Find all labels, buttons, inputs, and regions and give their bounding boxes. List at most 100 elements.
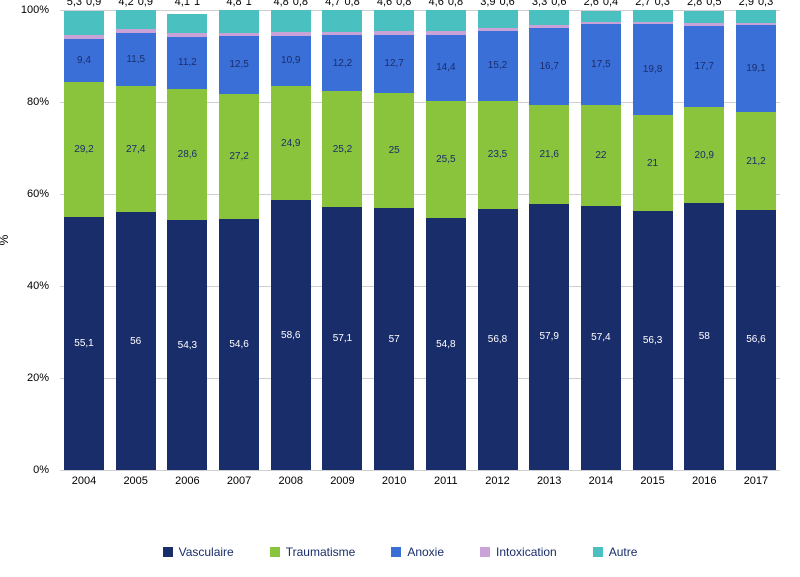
bar-column: 11,527,4564,20,9 [116, 10, 156, 470]
legend-swatch [391, 547, 401, 557]
bar-annotation-intoxication: 1 [194, 0, 200, 10]
bar-segment-autre [633, 10, 673, 22]
legend-label: Traumatisme [286, 545, 356, 559]
x-tick-label: 2017 [736, 475, 776, 487]
bar-column: 17,52257,42,60,4 [581, 10, 621, 470]
x-axis: 2004200520062007200820092010201120122013… [60, 475, 780, 487]
bar-annotation-intoxication: 0,8 [293, 0, 308, 10]
bar-segment-autre [478, 10, 518, 28]
bar-annotation-autre: 2,6 [584, 0, 599, 10]
bar-value-label: 19,8 [643, 64, 662, 75]
bar-value-label: 56,6 [746, 334, 765, 345]
y-tick: 20% [27, 372, 49, 384]
bar-value-label: 9,4 [77, 55, 91, 66]
bar-value-label: 17,7 [695, 61, 714, 72]
bar-annotation-intoxication: 0,6 [500, 0, 515, 10]
bar-segment-vasculaire: 54,6 [219, 219, 259, 470]
x-tick-label: 2005 [116, 475, 156, 487]
bar-annotation-autre: 2,7 [635, 0, 650, 10]
bar-annotation-above: 2,60,4 [584, 0, 619, 10]
x-tick-label: 2006 [167, 475, 207, 487]
bar-value-label: 25,5 [436, 154, 455, 165]
bar-segment-autre [322, 10, 362, 32]
y-tick: 100% [21, 4, 49, 16]
plot-area: 9,429,255,15,30,911,527,4564,20,911,228,… [60, 10, 780, 510]
bar-value-label: 56,3 [643, 335, 662, 346]
bar-segment-vasculaire: 56 [116, 212, 156, 470]
y-tick: 80% [27, 96, 49, 108]
bar-annotation-autre: 4,6 [377, 0, 392, 10]
bar-column: 17,720,9582,80,5 [684, 10, 724, 470]
bar-value-label: 55,1 [74, 338, 93, 349]
bar-value-label: 57,4 [591, 332, 610, 343]
bar-segment-anoxie: 19,8 [633, 24, 673, 115]
bar-value-label: 58,6 [281, 330, 300, 341]
bars-area: 9,429,255,15,30,911,527,4564,20,911,228,… [60, 10, 780, 470]
bar-annotation-autre: 2,8 [687, 0, 702, 10]
bar-value-label: 56 [130, 336, 141, 347]
bar-segment-anoxie: 12,7 [374, 35, 414, 93]
bar-annotation-above: 2,80,5 [687, 0, 722, 10]
bar-value-label: 27,2 [229, 151, 248, 162]
x-tick-label: 2016 [684, 475, 724, 487]
bar-annotation-above: 4,60,8 [377, 0, 412, 10]
bar-segment-autre [684, 11, 724, 24]
bar-segment-autre [581, 11, 621, 23]
legend-label: Anoxie [407, 545, 444, 559]
bar-segment-anoxie: 14,4 [426, 35, 466, 101]
bar-annotation-autre: 4,2 [118, 0, 133, 10]
bar-column: 19,121,256,62,90,3 [736, 10, 776, 470]
bar-annotation-intoxication: 0,9 [86, 0, 101, 10]
bar-value-label: 20,9 [695, 150, 714, 161]
bar-segment-vasculaire: 57,1 [322, 207, 362, 470]
bar-column: 12,527,254,64,81 [219, 10, 259, 470]
bar-segment-traumatisme: 25,5 [426, 101, 466, 218]
bar-segment-vasculaire: 56,8 [478, 209, 518, 470]
bar-annotation-autre: 4,8 [226, 0, 241, 10]
bar-segment-autre [219, 10, 259, 32]
x-tick-label: 2011 [426, 475, 466, 487]
bar-column: 12,725574,60,8 [374, 10, 414, 470]
bar-column: 19,82156,32,70,3 [633, 10, 673, 470]
bar-annotation-intoxication: 1 [246, 0, 252, 10]
bar-annotation-above: 5,30,9 [67, 0, 102, 10]
bar-segment-autre [426, 10, 466, 31]
legend-label: Autre [609, 545, 638, 559]
bar-segment-traumatisme: 23,5 [478, 101, 518, 209]
bar-value-label: 24,9 [281, 138, 300, 149]
bar-segment-anoxie: 12,5 [219, 36, 259, 94]
legend: VasculaireTraumatismeAnoxieIntoxicationA… [0, 545, 800, 559]
bar-segment-traumatisme: 21,6 [529, 105, 569, 204]
y-tick: 0% [33, 464, 49, 476]
bar-annotation-autre: 2,9 [739, 0, 754, 10]
bar-annotation-above: 4,70,8 [325, 0, 360, 10]
bar-segment-traumatisme: 27,4 [116, 86, 156, 212]
legend-item-vasculaire: Vasculaire [163, 545, 234, 559]
bar-segment-traumatisme: 28,6 [167, 89, 207, 221]
bar-segment-vasculaire: 56,3 [633, 211, 673, 470]
bar-column: 10,924,958,64,80,8 [271, 10, 311, 470]
bar-value-label: 21,6 [539, 149, 558, 160]
bar-value-label: 21 [647, 158, 658, 169]
bar-annotation-above: 2,70,3 [635, 0, 670, 10]
x-tick-label: 2015 [633, 475, 673, 487]
bar-segment-autre [529, 10, 569, 25]
bar-value-label: 28,6 [178, 149, 197, 160]
legend-item-autre: Autre [593, 545, 638, 559]
bar-value-label: 15,2 [488, 60, 507, 71]
stacked-bar-chart: % 0%20%40%60%80%100% 9,429,255,15,30,911… [0, 0, 800, 577]
bar-segment-vasculaire: 55,1 [64, 217, 104, 470]
bar-value-label: 11,5 [126, 54, 145, 65]
bar-value-label: 25,2 [333, 144, 352, 155]
bar-segment-vasculaire: 54,3 [167, 220, 207, 470]
bar-segment-anoxie: 11,2 [167, 37, 207, 89]
legend-swatch [480, 547, 490, 557]
legend-swatch [270, 547, 280, 557]
bar-annotation-autre: 4,7 [325, 0, 340, 10]
bar-segment-autre [736, 10, 776, 23]
bar-segment-vasculaire: 57,9 [529, 204, 569, 470]
bar-value-label: 23,5 [488, 149, 507, 160]
bar-value-label: 25 [389, 145, 400, 156]
bar-value-label: 57,9 [539, 331, 558, 342]
bar-segment-autre [374, 10, 414, 31]
